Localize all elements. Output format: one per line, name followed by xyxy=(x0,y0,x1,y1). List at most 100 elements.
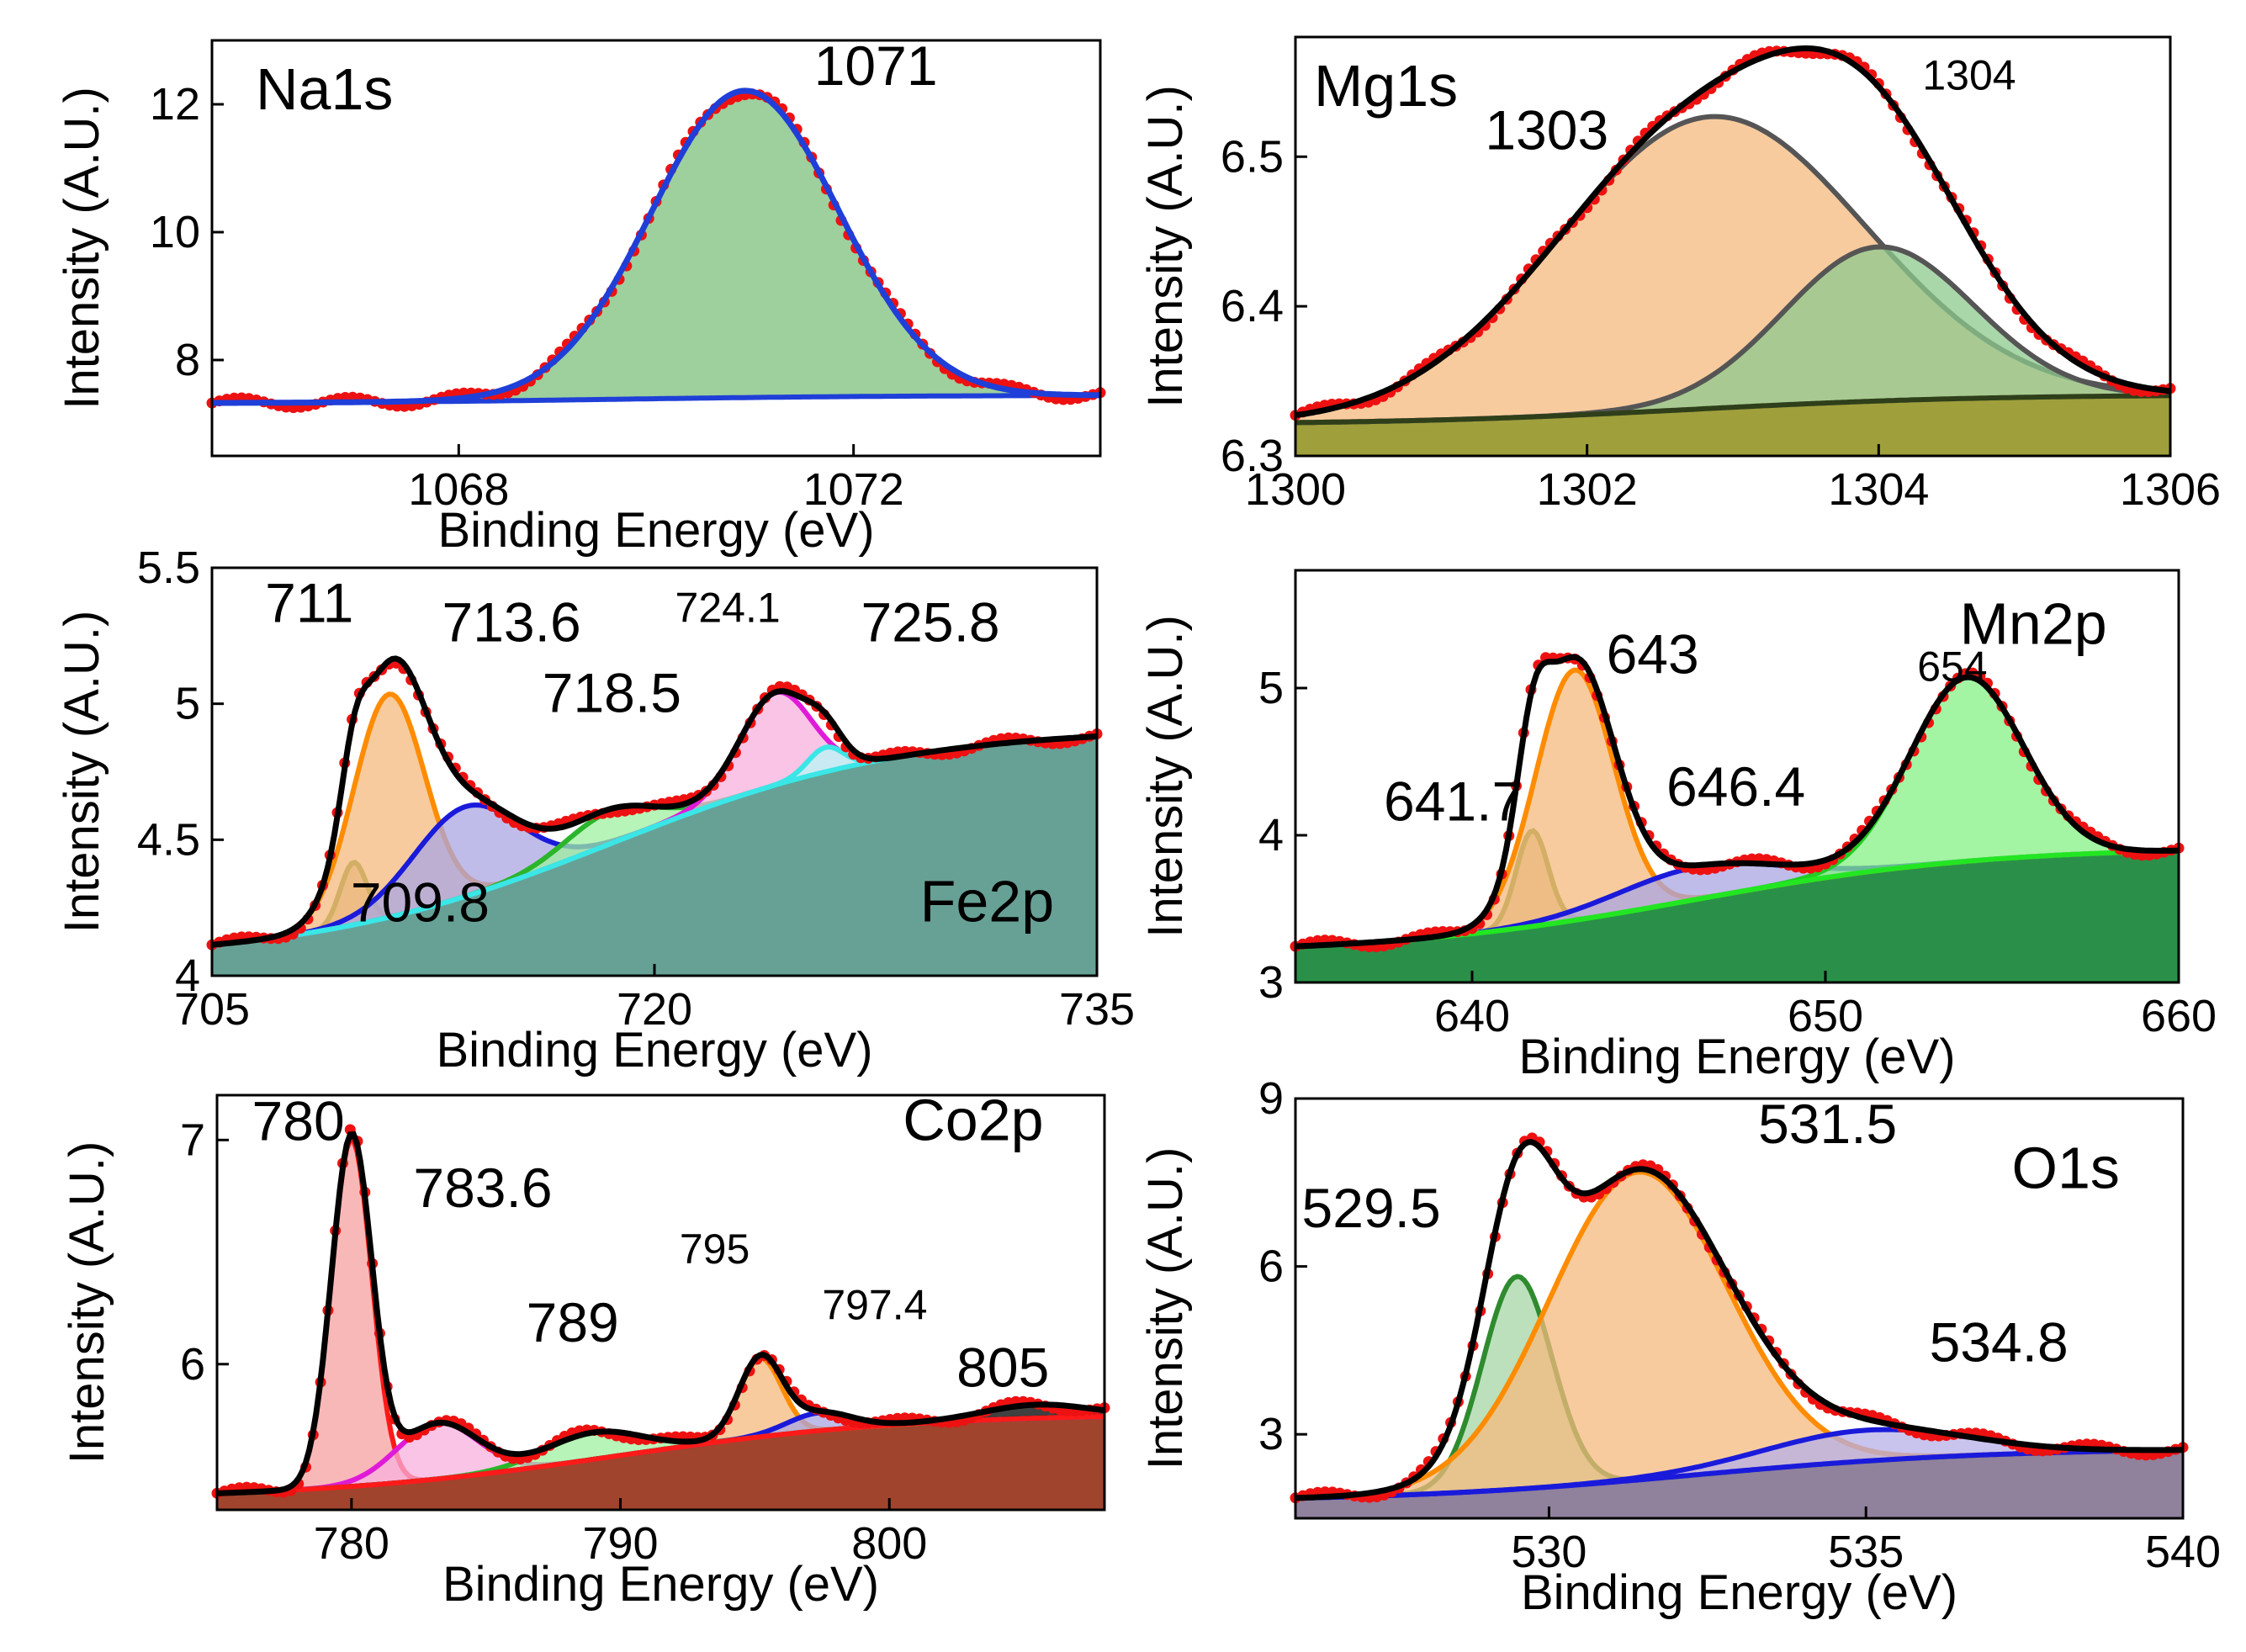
x-tick-label: 1072 xyxy=(803,464,904,515)
x-tick-label: 720 xyxy=(617,984,692,1035)
peak-annotation: 1303 xyxy=(1485,98,1608,161)
x-tick-label: 660 xyxy=(2141,991,2217,1041)
peak-fill-783.6 xyxy=(217,1416,1104,1494)
y-tick-label: 3 xyxy=(1258,957,1284,1008)
y-tick-label: 9 xyxy=(1258,1073,1284,1124)
background-area xyxy=(1295,850,2179,982)
peak-annotation: 780 xyxy=(252,1089,345,1152)
x-tick-label: 540 xyxy=(2145,1527,2221,1577)
y-tick-label: 6.4 xyxy=(1221,281,1284,331)
y-axis-label: Intensity (A.U.) xyxy=(60,1141,114,1464)
peak-fill-713.6 xyxy=(212,736,1097,945)
peak-annotation: 534.8 xyxy=(1930,1311,2069,1374)
peak-annotation: 709.8 xyxy=(351,871,490,933)
background-area xyxy=(212,736,1097,976)
x-tick-label: 1300 xyxy=(1245,464,1346,515)
y-axis-label: Intensity (A.U.) xyxy=(1138,85,1193,408)
envelope-line xyxy=(1295,45,2171,419)
y-axis-label: Intensity (A.U.) xyxy=(1138,615,1193,938)
peak-fill-1071 xyxy=(212,90,1100,404)
x-tick-label: 650 xyxy=(1788,991,1863,1041)
background-line xyxy=(1295,393,2171,426)
peak-annotation: 711 xyxy=(265,572,353,634)
x-tick-label: 1306 xyxy=(2120,464,2221,515)
panel-label: Co2p xyxy=(903,1087,1043,1152)
peak-annotation: 797.4 xyxy=(822,1281,927,1328)
x-tick-label: 790 xyxy=(582,1518,658,1569)
peak-annotation: 783.6 xyxy=(413,1157,552,1219)
envelope-line xyxy=(211,655,1098,948)
y-tick-label: 5.5 xyxy=(137,543,200,593)
peak-annotation: 646.4 xyxy=(1666,755,1805,818)
peak-annotation: 713.6 xyxy=(442,590,581,653)
x-tick-label: 535 xyxy=(1828,1527,1904,1577)
plot-frame xyxy=(1294,35,2172,458)
peak-fill-654 xyxy=(1295,677,2179,947)
envelope-line xyxy=(1295,654,2179,950)
panel-label: Na1s xyxy=(256,56,393,122)
peak-fill-1304 xyxy=(1295,246,2170,423)
peak-annotation: 529.5 xyxy=(1302,1177,1441,1239)
y-tick-label: 6 xyxy=(180,1339,205,1390)
y-tick-label: 10 xyxy=(150,207,200,257)
peak-fill-643 xyxy=(1295,670,2179,947)
peak-annotation: 643 xyxy=(1607,623,1699,686)
y-axis-label: Intensity (A.U.) xyxy=(1138,1147,1193,1470)
peak-annotation: 724.1 xyxy=(675,585,781,632)
peak-fill-534.8 xyxy=(1295,1429,2183,1499)
x-axis-label: Binding Energy (eV) xyxy=(436,1023,872,1078)
panel-label: Fe2p xyxy=(920,868,1055,934)
y-tick-label: 4.5 xyxy=(137,814,200,865)
peak-annotation: 1071 xyxy=(814,34,938,97)
envelope-line xyxy=(216,1130,1105,1496)
peak-annotation: 654 xyxy=(1917,643,1987,690)
panel-label: O1s xyxy=(2012,1135,2120,1200)
peak-fill-531.5 xyxy=(1295,1172,2183,1499)
background-area xyxy=(1295,1450,2183,1518)
x-tick-label: 705 xyxy=(174,984,250,1035)
panel-co2p: 780 790 800 6 7 Binding Energy (eV) Intensity … xyxy=(60,1087,1110,1612)
panel-o1s: 530 535 540 3 6 9 Binding Energy (eV) Intensity… xyxy=(1138,1073,2221,1620)
plot-frame xyxy=(1294,1097,2185,1520)
y-tick-label: 6.3 xyxy=(1221,431,1284,481)
x-tick-label: 780 xyxy=(314,1518,389,1569)
y-tick-label: 12 xyxy=(150,79,200,130)
peak-annotation: 641.7 xyxy=(1384,770,1523,833)
panel-label: Mn2p xyxy=(1960,591,2107,657)
plot-frame xyxy=(215,1093,1106,1512)
envelope-line xyxy=(1295,1139,2183,1501)
panel-na1s: 1068 1072 8 10 12 Binding Energy (eV) Intensit… xyxy=(55,34,1106,558)
y-axis-label: Intensity (A.U.) xyxy=(55,611,109,934)
peak-annotation: 805 xyxy=(956,1336,1049,1398)
x-tick-label: 735 xyxy=(1059,984,1135,1035)
peak-fill-646.4 xyxy=(1295,850,2179,947)
x-tick-label: 1068 xyxy=(408,464,509,515)
panel-mn2p: 640 650 660 3 4 5 Binding Energy (eV) Intensity… xyxy=(1138,569,2217,1084)
peak-annotation: 795 xyxy=(680,1226,750,1273)
x-tick-label: 800 xyxy=(851,1518,927,1569)
y-tick-label: 4 xyxy=(175,950,200,1001)
y-tick-label: 4 xyxy=(1258,810,1284,860)
x-tick-label: 640 xyxy=(1434,991,1510,1041)
x-tick-label: 1304 xyxy=(1828,464,1929,515)
peak-annotation: 718.5 xyxy=(543,661,681,723)
peak-annotation: 531.5 xyxy=(1758,1093,1897,1155)
y-tick-label: 6.5 xyxy=(1221,131,1284,182)
x-axis-label: Binding Energy (eV) xyxy=(1521,1565,1957,1620)
y-tick-label: 5 xyxy=(175,679,200,729)
panel-label: Mg1s xyxy=(1314,53,1458,119)
x-tick-label: 1302 xyxy=(1537,464,1638,515)
background-area xyxy=(1295,395,2170,456)
y-tick-label: 7 xyxy=(180,1115,205,1165)
y-axis-label: Intensity (A.U.) xyxy=(55,87,109,410)
peak-annotation: 725.8 xyxy=(861,590,999,653)
plot-frame xyxy=(210,39,1102,458)
plot-frame xyxy=(1294,569,2180,984)
y-tick-label: 8 xyxy=(175,335,200,385)
panel-fe2p: 705 720 735 4 4.5 5 5.5 Binding Energy (eV) Inte… xyxy=(55,543,1135,1078)
x-tick-label: 530 xyxy=(1511,1527,1587,1577)
panel-mg1s: 1300 1302 1304 1306 6.3 6.4 6.5 Intensity (A.U.… xyxy=(1138,35,2221,515)
peak-fill-805 xyxy=(217,1404,1104,1494)
x-axis-label: Binding Energy (eV) xyxy=(1518,1030,1955,1084)
